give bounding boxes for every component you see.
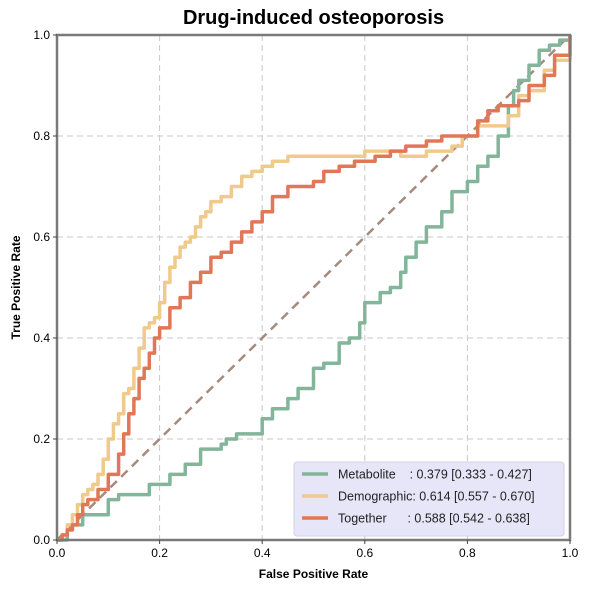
x-tick-label: 0.8: [459, 546, 476, 560]
x-tick-label: 0.4: [254, 546, 271, 560]
legend-entry-together: Together : 0.588 [0.542 - 0.638]: [338, 512, 530, 526]
series-line-demographic: [57, 35, 572, 542]
x-tick-label: 1.0: [562, 546, 579, 560]
series-line-metabolite: [57, 35, 572, 542]
x-ticks: 0.0 0.2 0.4 0.6 0.8 1.0: [49, 540, 579, 560]
y-tick-label: 0.2: [33, 432, 50, 446]
y-ticks: 0.0 0.2 0.4 0.6 0.8 1.0: [33, 28, 57, 547]
y-tick-label: 0.0: [33, 533, 50, 547]
y-axis-label: True Positive Rate: [9, 235, 23, 339]
chart-title: Drug-induced osteoporosis: [183, 7, 444, 29]
x-tick-label: 0.6: [356, 546, 373, 560]
series-lines: [57, 35, 572, 542]
legend-entry-demographic: Demographic: 0.614 [0.557 - 0.670]: [338, 490, 535, 504]
y-tick-label: 0.8: [33, 129, 50, 143]
legend: Metabolite : 0.379 [0.333 - 0.427] Demogr…: [293, 461, 565, 537]
plot-frame: [55, 33, 572, 542]
x-tick-label: 0.2: [151, 546, 168, 560]
y-tick-label: 1.0: [33, 28, 50, 42]
legend-box: [293, 461, 565, 537]
series-line-together: [57, 35, 572, 542]
x-tick-label: 0.0: [49, 546, 66, 560]
y-tick-label: 0.6: [33, 230, 50, 244]
y-tick-label: 0.4: [33, 331, 50, 345]
x-axis-label: False Positive Rate: [259, 567, 369, 581]
legend-entry-metabolite: Metabolite : 0.379 [0.333 - 0.427]: [338, 468, 532, 482]
